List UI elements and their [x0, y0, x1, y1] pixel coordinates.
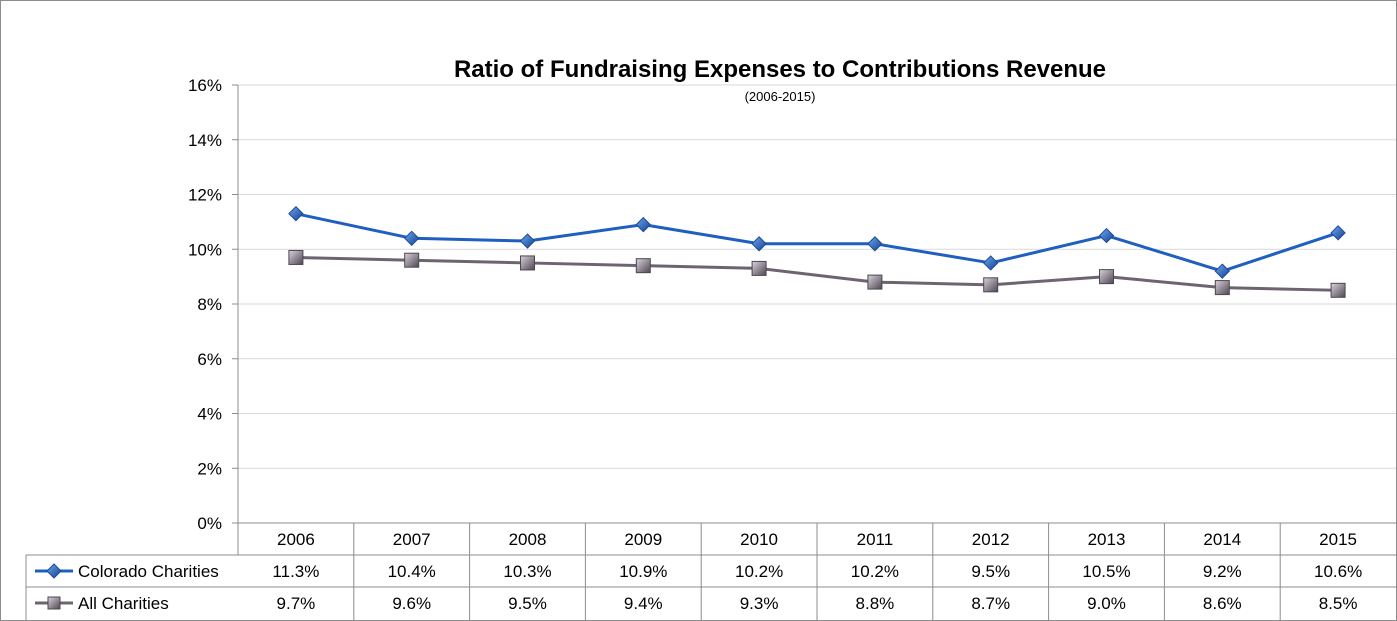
- data-point-marker: [1099, 269, 1114, 285]
- data-table-cell: 9.3%: [740, 594, 779, 613]
- data-table-cell: 9.5%: [971, 562, 1010, 581]
- y-tick-label: 14%: [188, 131, 222, 150]
- x-category-label: 2015: [1319, 530, 1357, 549]
- data-table-cell: 9.0%: [1087, 594, 1126, 613]
- data-point-marker: [867, 236, 883, 252]
- x-category-label: 2014: [1203, 530, 1241, 549]
- legend-series-name: Colorado Charities: [78, 562, 219, 581]
- data-point-marker: [867, 274, 883, 290]
- data-point-marker: [1330, 282, 1346, 298]
- axes: [232, 84, 239, 555]
- y-tick-label: 4%: [197, 405, 222, 424]
- data-table-cell: 10.4%: [388, 562, 436, 581]
- x-category-label: 2010: [740, 530, 778, 549]
- data-table: 2006 2007 2008 2009 2010 2011 2012 2013 2014 2015…: [25, 522, 1396, 620]
- chart-subtitle: (2006-2015): [745, 89, 816, 104]
- x-category-label: 2012: [972, 530, 1010, 549]
- data-table-cell: 10.6%: [1314, 562, 1362, 581]
- y-tick-label: 10%: [188, 240, 222, 259]
- data-table-cell: 10.2%: [735, 562, 783, 581]
- series-line: [295, 255, 1339, 292]
- data-point-marker: [1214, 263, 1231, 279]
- data-point-marker: [982, 255, 999, 271]
- data-point-marker: [519, 233, 536, 249]
- data-table-cell: 9.4%: [624, 594, 663, 613]
- y-tick-label: 2%: [197, 459, 222, 478]
- data-table-cell: 10.5%: [1082, 562, 1130, 581]
- data-table-cell: 9.5%: [508, 594, 547, 613]
- series-layer: [288, 205, 1346, 298]
- data-point-marker: [288, 205, 304, 222]
- series-line: [295, 212, 1339, 273]
- data-table-cell: 10.3%: [503, 562, 551, 581]
- y-tick-labels: 0% 2% 4% 6% 8% 10% 12% 14% 16%: [188, 76, 222, 533]
- data-point-marker: [751, 260, 767, 276]
- data-table-cell: 8.7%: [971, 594, 1010, 613]
- data-point-marker: [403, 230, 420, 247]
- x-category-label: 2007: [393, 530, 431, 549]
- data-table-cell: 9.7%: [277, 594, 316, 613]
- y-tick-label: 8%: [197, 295, 222, 314]
- legend-series-name: All Charities: [78, 594, 169, 613]
- data-point-marker: [520, 255, 535, 271]
- x-category-label: 2011: [857, 530, 894, 549]
- data-table-cell: 11.3%: [272, 562, 319, 581]
- data-point-marker: [983, 277, 999, 293]
- data-point-marker: [1330, 225, 1346, 241]
- y-tick-label: 12%: [188, 186, 222, 205]
- data-table-cell: 10.2%: [851, 562, 899, 581]
- legend-key-marker: [47, 596, 61, 610]
- data-table-cell: 8.8%: [856, 594, 895, 613]
- x-category-label: 2006: [277, 530, 315, 549]
- y-tick-label: 0%: [197, 514, 222, 533]
- data-point-marker: [1214, 280, 1230, 296]
- data-point-marker: [404, 252, 420, 268]
- data-point-marker: [635, 258, 651, 274]
- x-category-label: 2013: [1088, 530, 1126, 549]
- gridlines: [238, 84, 1396, 469]
- data-point-marker: [1098, 227, 1115, 244]
- y-tick-label: 16%: [188, 76, 222, 95]
- data-table-cell: 8.6%: [1203, 594, 1242, 613]
- legend-key-marker: [46, 563, 62, 579]
- data-table-cell: 10.9%: [619, 562, 667, 581]
- x-category-label: 2009: [624, 530, 662, 549]
- data-table-cell: 9.2%: [1203, 562, 1242, 581]
- data-table-cell: 9.6%: [392, 594, 431, 613]
- data-point-marker: [288, 249, 304, 265]
- y-tick-label: 6%: [197, 350, 222, 369]
- x-category-label: 2008: [509, 530, 547, 549]
- data-point-marker: [751, 236, 767, 252]
- chart-title: Ratio of Fundraising Expenses to Contrib…: [454, 56, 1106, 83]
- data-table-cell: 8.5%: [1319, 594, 1358, 613]
- data-point-marker: [635, 216, 652, 233]
